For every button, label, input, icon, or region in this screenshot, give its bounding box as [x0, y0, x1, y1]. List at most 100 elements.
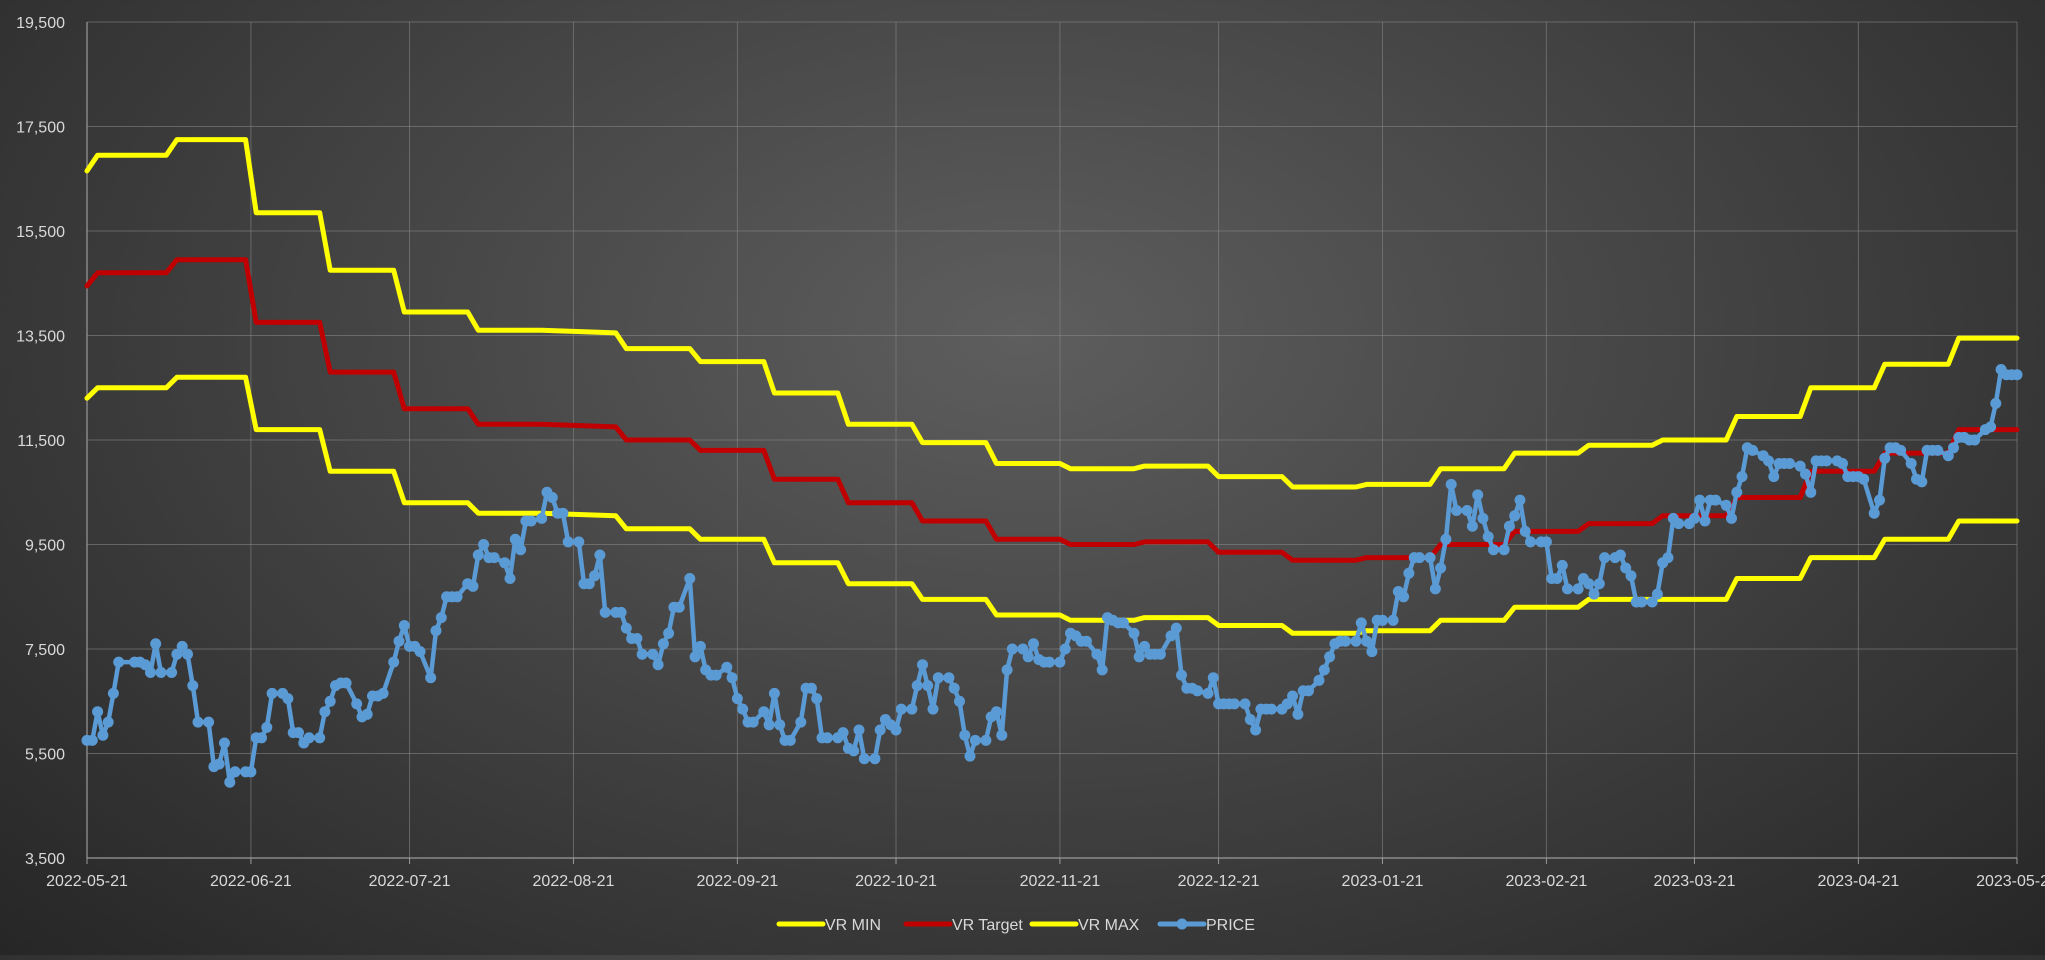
series-line-vr-min — [84, 374, 2020, 636]
data-point-price — [1868, 507, 1880, 519]
data-point-price — [1593, 578, 1605, 590]
data-point-price — [1303, 685, 1314, 697]
data-point-price — [261, 721, 273, 733]
data-point-price — [1556, 559, 1568, 571]
data-point-price — [1403, 567, 1415, 579]
data-point-price — [673, 601, 685, 613]
data-point-price — [414, 646, 426, 658]
data-point-price — [546, 492, 558, 503]
data-point-price — [213, 758, 225, 770]
x-tick-label: 2022-05-21 — [46, 873, 128, 890]
data-point-price — [1318, 664, 1330, 676]
data-point-price — [245, 766, 257, 778]
data-point-price — [1694, 494, 1706, 506]
data-point-price — [388, 656, 400, 668]
data-point-price — [187, 680, 199, 692]
data-point-price — [224, 776, 236, 788]
data-point-price — [615, 606, 627, 618]
data-point-price — [858, 753, 870, 765]
data-point-price — [954, 695, 965, 707]
data-point-price — [1525, 536, 1536, 548]
data-point-price — [1170, 622, 1182, 634]
y-tick-label: 13,500 — [16, 329, 65, 346]
data-point-price — [1281, 698, 1293, 710]
data-point-price — [758, 706, 770, 718]
data-point-price — [171, 648, 183, 660]
data-point-price — [1154, 648, 1166, 660]
data-point-price — [377, 687, 389, 699]
data-point-price — [1916, 476, 1928, 488]
data-point-price — [86, 734, 98, 746]
data-point-price — [1503, 520, 1515, 532]
data-point-price — [763, 719, 775, 731]
data-point-price — [1080, 635, 1092, 647]
data-point-price — [573, 536, 585, 548]
data-point-price — [1763, 455, 1774, 467]
data-point-price — [1620, 562, 1632, 574]
data-point-price — [848, 745, 860, 757]
y-tick-label: 3,500 — [25, 851, 65, 868]
data-point-price — [747, 716, 759, 728]
data-point-price — [1324, 651, 1336, 663]
data-point-price — [467, 580, 479, 592]
data-point-price — [906, 703, 918, 715]
data-point-price — [1361, 635, 1373, 647]
data-point-price — [853, 724, 865, 736]
data-point-price — [784, 734, 796, 746]
x-tick-label: 2022-11-21 — [1020, 873, 1101, 890]
data-point-price — [1350, 635, 1362, 647]
legend-label-price: PRICE — [1206, 917, 1255, 934]
data-point-price — [435, 612, 447, 624]
data-point-price — [1472, 489, 1484, 501]
data-point-price — [562, 536, 574, 548]
data-point-price — [1387, 614, 1399, 626]
data-point-price — [1519, 525, 1531, 537]
data-point-price — [1948, 442, 1959, 454]
data-point-price — [1673, 518, 1685, 530]
data-point-price — [536, 512, 548, 524]
data-point-price — [340, 677, 352, 689]
data-point-price — [1599, 552, 1611, 564]
data-point-price — [959, 729, 971, 741]
data-point-price — [721, 661, 733, 673]
y-tick-label: 15,500 — [16, 224, 65, 241]
data-point-price — [1059, 643, 1071, 655]
data-point-price — [1932, 444, 1944, 456]
data-point-price — [1228, 698, 1240, 710]
data-point-price — [1313, 674, 1325, 686]
data-point-price — [1091, 648, 1103, 660]
data-point-price — [1028, 638, 1039, 650]
series-line-vr-max — [84, 137, 2020, 490]
data-point-price — [1117, 617, 1129, 629]
data-point-price — [1006, 643, 1018, 655]
data-point-price — [1435, 562, 1447, 574]
data-point-price — [1445, 478, 1457, 490]
data-point-price — [314, 732, 326, 744]
data-point-price — [647, 648, 659, 660]
data-point-price — [1800, 468, 1811, 480]
data-point-price — [1366, 646, 1378, 658]
legend-label-vr-max: VR MAX — [1078, 917, 1140, 934]
data-point-price — [102, 716, 114, 728]
data-point-price — [911, 680, 923, 692]
data-point-price — [478, 539, 490, 550]
data-point-price — [319, 706, 331, 718]
data-point-price — [837, 727, 849, 739]
data-point-price — [1488, 544, 1499, 556]
data-point-price — [1022, 651, 1034, 663]
data-point-price — [737, 703, 749, 715]
data-point-price — [996, 729, 1008, 741]
data-point-price — [1451, 505, 1462, 516]
x-tick-label: 2023-03-21 — [1654, 873, 1736, 890]
data-point-price — [1879, 452, 1891, 464]
data-point-price — [943, 672, 955, 684]
y-tick-label: 11,500 — [17, 433, 65, 450]
data-point-price — [795, 716, 807, 728]
data-point-price — [1466, 520, 1478, 532]
data-point-price — [303, 732, 315, 744]
data-point-price — [1414, 552, 1425, 564]
data-point-price — [636, 648, 648, 660]
data-point-price — [1540, 536, 1552, 548]
data-point-price — [583, 578, 595, 590]
